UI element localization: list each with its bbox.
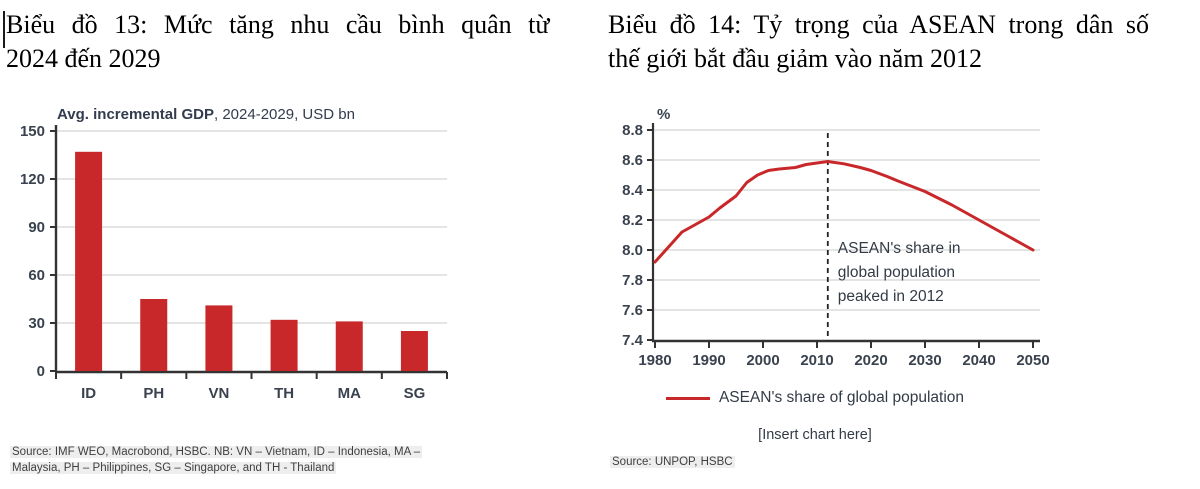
line-chart-legend: ASEAN's share of global population: [600, 389, 1030, 407]
chart13-source: Source: IMF WEO, Macrobond, HSBC. NB: VN…: [10, 445, 455, 476]
bar-chart-title: Avg. incremental GDP, 2024-2029, USD bn: [57, 106, 355, 123]
x-tick-label: 2050: [1016, 352, 1049, 369]
y-tick-label: 90: [28, 219, 45, 236]
y-tick-label: 120: [20, 171, 45, 188]
y-tick-label: 8.4: [622, 182, 644, 199]
x-category-label: PH: [143, 385, 164, 402]
bar-chart: 0 30 60 90 120 150 ID PH VN TH MA SG: [20, 123, 448, 402]
x-tick-label: 1990: [692, 352, 725, 369]
bar-SG: [400, 331, 428, 371]
legend-label: ASEAN's share of global population: [718, 389, 965, 406]
title-divider-line: [3, 11, 5, 48]
bar-ID: [75, 151, 103, 371]
chart14-source: Source: UNPOP, HSBC: [610, 455, 735, 471]
chart13-source-line1: Source: IMF WEO, Macrobond, HSBC. NB: VN…: [10, 446, 423, 458]
x-tick-label: 2000: [746, 352, 779, 369]
chart13-heading-line1: Biểu đồ 13: Mức tăng nhu cầu bình quân t…: [6, 10, 550, 39]
bar-VN: [205, 305, 233, 371]
peak-annotation: ASEAN's share in global population peaked …: [838, 240, 961, 305]
chart14-source-text: Source: UNPOP, HSBC: [610, 456, 735, 468]
x-tick-label: 2010: [800, 352, 833, 369]
bar-PH: [140, 299, 168, 371]
asean-share-line: [653, 160, 1035, 264]
bar-MA: [335, 321, 363, 371]
y-tick-label: 8.2: [622, 212, 643, 229]
bar-TH: [270, 319, 298, 371]
chart13-heading: Biểu đồ 13: Mức tăng nhu cầu bình quân t…: [6, 8, 586, 76]
y-tick-label: 7.8: [622, 272, 643, 289]
chart14-heading-line1: Biểu đồ 14: Tỷ trọng của ASEAN trong dân…: [608, 10, 1149, 39]
chart14-heading-line2: thế giới bắt đầu giảm vào năm 2012: [608, 44, 983, 73]
bar-chart-title-bold: Avg. incremental GDP: [57, 106, 214, 123]
y-tick-label: 0: [37, 363, 45, 380]
x-category-label: VN: [208, 385, 229, 402]
y-tick-label: 60: [28, 267, 45, 284]
y-axis-unit-label: %: [657, 106, 670, 123]
insert-chart-placeholder: [Insert chart here]: [758, 427, 872, 443]
y-tick-label: 8.6: [622, 152, 643, 169]
x-tick-label: 2020: [854, 352, 887, 369]
chart13-source-line2: Malaysia, PH – Philippines, SG – Singapo…: [10, 461, 337, 474]
x-tick-label: 1980: [638, 352, 671, 369]
chart14-heading: Biểu đồ 14: Tỷ trọng của ASEAN trong dân…: [608, 8, 1188, 76]
x-tick-label: 2030: [908, 352, 941, 369]
y-tick-label: 30: [28, 315, 45, 332]
y-tick-label: 7.4: [622, 332, 644, 349]
x-category-label: SG: [404, 385, 426, 402]
x-tick-label: 2040: [962, 352, 995, 369]
x-category-label: TH: [274, 385, 294, 402]
y-tick-label: 7.6: [622, 302, 643, 319]
legend-line-swatch: [665, 396, 710, 400]
x-category-label: ID: [81, 385, 96, 402]
line-chart: 7.4 7.6 7.8 8.0 8.2 8.4 8.6 8.8% 1980 1990 2000 201…: [622, 106, 1050, 369]
bar-chart-title-rest: , 2024-2029, USD bn: [214, 106, 355, 123]
y-tick-label: 8.0: [622, 242, 643, 259]
y-tick-label: 8.8: [622, 122, 643, 139]
y-tick-label: 150: [20, 123, 45, 140]
chart13-heading-line2: 2024 đến 2029: [6, 44, 161, 73]
x-category-label: MA: [338, 385, 361, 402]
